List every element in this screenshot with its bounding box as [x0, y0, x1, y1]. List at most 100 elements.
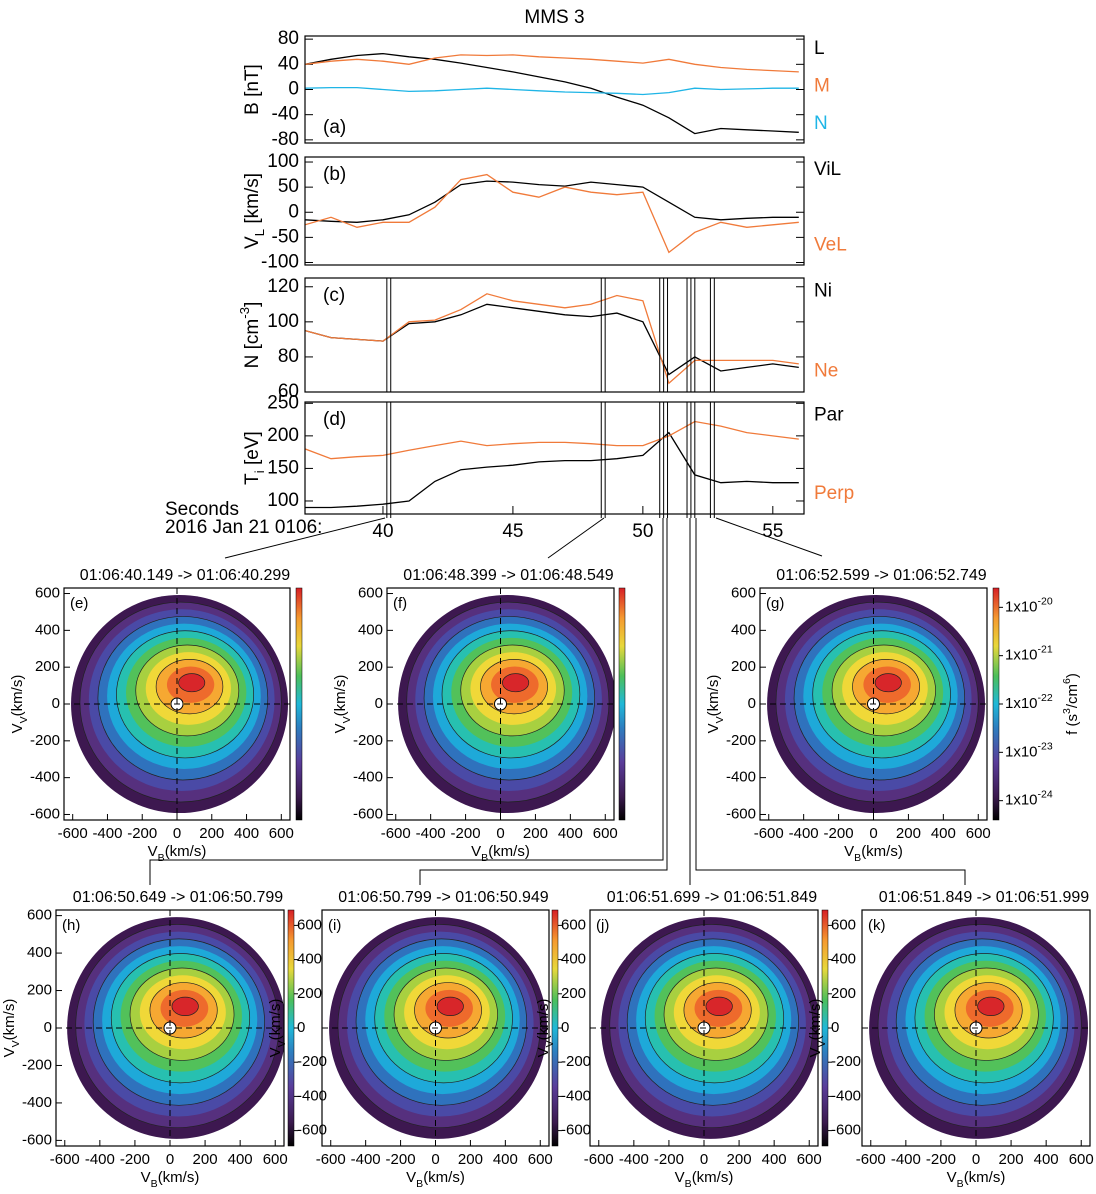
- y-tick-label: -400: [353, 769, 383, 786]
- x-tick-label: 400: [762, 1151, 787, 1168]
- y-tick-label: 0: [52, 695, 60, 712]
- series-line: [305, 180, 799, 223]
- panel-title: 01:06:50.649 -> 01:06:50.799: [73, 889, 284, 906]
- x-tick-label: 400: [558, 825, 583, 842]
- x-tick-label: 0: [173, 825, 181, 842]
- x-tick-label: 55: [762, 521, 783, 542]
- y-tick-label: 40: [278, 53, 299, 74]
- colorbar-tick-label-part: -20: [1038, 595, 1053, 607]
- x-axis-label-part: (km/s): [158, 1169, 200, 1186]
- x-tick-label: -200: [127, 825, 157, 842]
- distribution: [590, 910, 818, 1146]
- legend-entry: Par: [814, 404, 844, 425]
- legend-entry: N: [814, 113, 828, 134]
- colorbar-tick-label-part: -22: [1038, 692, 1053, 704]
- x-axis-label: VB(km/s): [148, 843, 207, 864]
- y-tick-label: 50: [278, 176, 299, 197]
- y-tick-label: -40: [272, 104, 299, 125]
- x-tick-label: -200: [120, 1151, 150, 1168]
- y-axis-label-part: i: [252, 470, 267, 473]
- y-axis-label-part: (km/s): [9, 675, 26, 717]
- y-tick-label: 600: [27, 907, 52, 924]
- distribution: [56, 910, 284, 1146]
- colorbar-label: f (s3/cm6): [1061, 673, 1081, 735]
- x-tick-label: -400: [619, 1151, 649, 1168]
- y-axis-label: VV(km/s): [535, 999, 556, 1058]
- panel-label: (f): [393, 595, 407, 612]
- x-axis-label-part: V: [675, 1169, 685, 1186]
- colorbar-tick-label-part: -21: [1038, 643, 1053, 655]
- y-tick-label: 0: [288, 201, 299, 222]
- y-axis-label: VV(km/s): [705, 675, 726, 734]
- y-axis-label-part: V: [807, 1047, 824, 1057]
- y-tick-label: 200: [35, 658, 60, 675]
- y-axis-label-part: V: [9, 723, 26, 733]
- y-tick-label: 200: [27, 982, 52, 999]
- x-tick-label: 600: [269, 825, 294, 842]
- y-axis-label-part: (km/s): [807, 999, 824, 1041]
- colorbar-tick-label-part: -23: [1038, 740, 1053, 752]
- x-axis-label-part: B: [151, 1178, 158, 1190]
- y-tick-label: 400: [731, 621, 756, 638]
- colorbar-tick-label-part: 1x10: [1005, 695, 1038, 712]
- x-axis-label-part: V: [141, 1169, 151, 1186]
- x-tick-label: 600: [797, 1151, 822, 1168]
- colorbar: [618, 587, 626, 821]
- panel-title: 01:06:52.599 -> 01:06:52.749: [776, 567, 987, 584]
- x-tick-label: 0: [166, 1151, 174, 1168]
- y-axis-label-part: N [cm: [242, 319, 263, 369]
- x-axis-label: Seconds: [165, 499, 239, 520]
- x-axis-label-part: B: [957, 1178, 964, 1190]
- distribution: [862, 910, 1090, 1146]
- axes-frame: [304, 35, 805, 144]
- y-axis-label-part: V: [18, 716, 30, 723]
- x-tick-label: -400: [789, 825, 819, 842]
- x-axis-label: VB(km/s): [844, 843, 903, 864]
- y-tick-label: -400: [726, 769, 756, 786]
- colorbar-label-part: ): [1064, 673, 1081, 678]
- x-tick-label: -600: [381, 825, 411, 842]
- series-line: [305, 52, 799, 135]
- y-axis-label-part: (km/s): [332, 675, 349, 717]
- y-axis-label: VV(km/s): [9, 675, 30, 734]
- y-axis-label: VV(km/s): [1, 999, 22, 1058]
- colorbar-tick-label: -600: [831, 1122, 861, 1139]
- connector: [547, 517, 605, 559]
- y-axis-label: VV(km/s): [807, 999, 828, 1058]
- colorbar-tick-label: -200: [297, 1053, 327, 1070]
- y-axis-label: B [nT]: [242, 64, 263, 115]
- y-tick-label: 250: [267, 392, 299, 413]
- x-axis-label-part: (km/s): [423, 1169, 465, 1186]
- colorbar-tick-label: 200: [561, 985, 586, 1002]
- y-axis-label-part: V: [714, 716, 726, 723]
- panel-label: (g): [766, 595, 784, 612]
- colorbar-tick-label: 600: [297, 916, 322, 933]
- x-tick-label: 600: [263, 1151, 288, 1168]
- panel-title: 01:06:51.849 -> 01:06:51.999: [879, 889, 1090, 906]
- y-axis-label-part: ]: [242, 302, 263, 307]
- series-line: [305, 420, 799, 460]
- contour-band: [178, 673, 206, 693]
- y-axis-label-part: [eV]: [242, 431, 263, 470]
- y-axis-label-part: (km/s): [1, 999, 18, 1041]
- x-tick-label: -400: [92, 825, 122, 842]
- colorbar-tick-label: 400: [831, 951, 856, 968]
- y-axis-label-part: V: [1, 1047, 18, 1057]
- x-tick-label: 200: [999, 1151, 1024, 1168]
- x-axis-label-part: (km/s): [692, 1169, 734, 1186]
- y-tick-label: 0: [44, 1019, 52, 1036]
- connector: [149, 518, 664, 885]
- panel-label: (j): [596, 917, 609, 934]
- y-tick-label: 0: [288, 79, 299, 100]
- x-tick-label: 200: [193, 1151, 218, 1168]
- panel-label: (a): [323, 117, 346, 138]
- plot-area: [305, 420, 799, 509]
- colorbar-tick-label: 1x10-20: [1005, 595, 1053, 615]
- series-line: [305, 293, 799, 385]
- y-tick-label: -600: [22, 1131, 52, 1148]
- y-axis-label-part: V: [267, 1047, 284, 1057]
- colorbar-tick-label: -200: [561, 1053, 591, 1070]
- x-axis-label-part: B: [416, 1178, 423, 1190]
- x-tick-label: 200: [199, 825, 224, 842]
- y-axis-label-part: T: [242, 473, 263, 485]
